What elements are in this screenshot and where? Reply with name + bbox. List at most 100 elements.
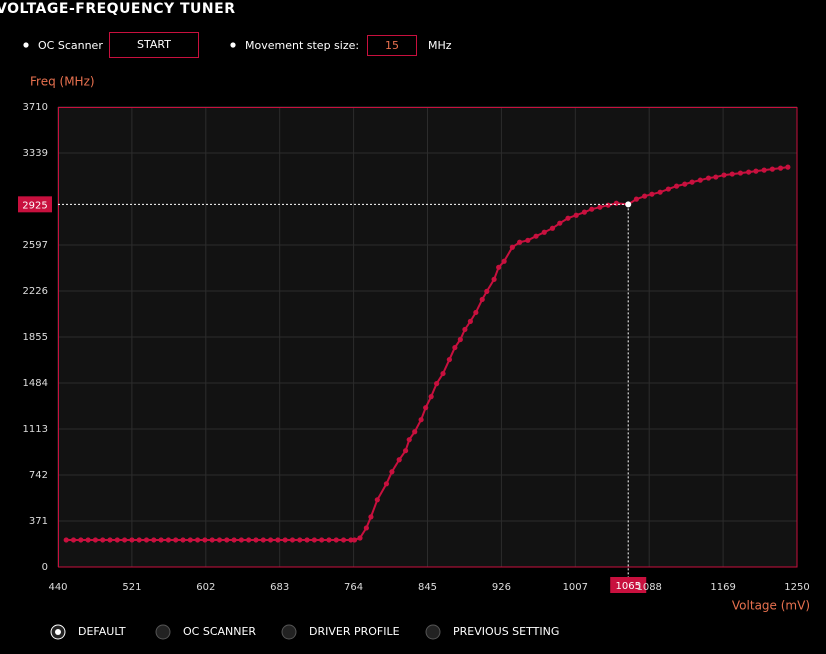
radio-label[interactable]: OC SCANNER — [183, 625, 256, 638]
curve-point — [107, 537, 113, 543]
selected-x-box — [610, 577, 647, 593]
y-tick-label: 1113 — [23, 424, 48, 435]
curve-point — [289, 537, 296, 543]
step-label: Movement step size: — [245, 39, 359, 52]
y-tick-label: 0 — [42, 562, 48, 573]
x-tick-label: 764 — [344, 582, 363, 593]
curve-point — [326, 537, 332, 543]
curve-point — [713, 174, 719, 180]
selected-x-label: 1065 — [615, 581, 640, 592]
curve-point — [697, 177, 703, 183]
y-tick-label: 3339 — [23, 148, 48, 159]
curve-point — [348, 537, 354, 543]
y-tick-label: 371 — [29, 516, 48, 527]
curve-point — [434, 381, 440, 387]
plot-border — [58, 107, 798, 568]
curve-point — [63, 537, 69, 543]
y-axis-label: Freq (MHz) — [30, 75, 95, 89]
curve-point — [209, 537, 215, 543]
y-tick-label: 2226 — [23, 286, 48, 297]
curve-point — [238, 537, 244, 543]
curve-point — [501, 258, 507, 264]
x-tick-label: 1169 — [710, 582, 735, 593]
curve-point — [418, 417, 424, 423]
curve-point — [351, 537, 358, 543]
curve-point — [253, 537, 259, 543]
step-value[interactable]: 15 — [385, 39, 399, 52]
curve-point — [446, 356, 452, 363]
curve-point — [746, 169, 752, 175]
curve-point — [187, 537, 193, 543]
curve-point — [216, 537, 223, 543]
curve-point — [705, 175, 712, 181]
curve-point — [557, 220, 563, 226]
curve-point — [467, 318, 473, 324]
curve-point — [260, 537, 266, 543]
curve-point — [509, 244, 515, 250]
curve-point — [613, 200, 619, 206]
radio-button[interactable] — [425, 624, 441, 640]
curve-point — [423, 405, 429, 411]
radio-label[interactable]: PREVIOUS SETTING — [453, 625, 559, 638]
x-tick-label: 1007 — [563, 582, 588, 593]
curve-point — [85, 537, 91, 543]
curve-point — [573, 212, 579, 218]
curve-point — [275, 537, 281, 543]
curve-point — [374, 497, 380, 503]
x-axis-label: Voltage (mV) — [732, 599, 810, 613]
curve-point — [753, 168, 759, 174]
curve-point — [333, 537, 339, 543]
curve-point — [769, 166, 775, 172]
curve-point — [92, 537, 99, 543]
curve-point — [151, 537, 157, 543]
y-tick-label: 2597 — [23, 240, 48, 251]
curve-point — [412, 429, 418, 435]
curve-point — [462, 326, 468, 333]
curve-point — [673, 183, 680, 189]
radio-button[interactable] — [155, 624, 171, 640]
curve-point — [605, 202, 611, 208]
curve-point — [396, 457, 402, 463]
bullet — [230, 42, 236, 48]
curve-point — [761, 167, 767, 173]
curve-point — [484, 288, 490, 294]
radio-button[interactable] — [281, 624, 297, 640]
curve-point — [231, 537, 237, 543]
radio-dot — [55, 629, 61, 635]
curve-point — [549, 225, 556, 231]
start-button[interactable] — [109, 32, 199, 58]
curve-point — [202, 537, 208, 543]
x-tick-label: 602 — [196, 582, 215, 593]
radio-label[interactable]: DEFAULT — [78, 625, 126, 638]
curve-point — [533, 233, 539, 239]
curve-point — [721, 172, 727, 178]
curve-point — [368, 514, 374, 520]
y-tick-label: 1484 — [23, 378, 48, 389]
curve-point — [282, 537, 288, 543]
curve-point — [78, 537, 84, 543]
bullet — [23, 42, 29, 48]
selected-y-box — [18, 196, 52, 213]
step-input[interactable] — [367, 35, 417, 56]
selected-y-label: 2925 — [22, 200, 47, 211]
curve-point — [777, 165, 784, 171]
curve-point — [440, 370, 446, 377]
curve-point — [340, 537, 347, 543]
x-tick-label: 683 — [270, 582, 289, 593]
radio-label[interactable]: DRIVER PROFILE — [309, 625, 400, 638]
selected-point — [625, 201, 632, 208]
curve-point — [597, 204, 603, 210]
curve-point — [165, 537, 171, 543]
curve-point — [581, 209, 588, 215]
curve-point — [525, 237, 531, 243]
curve-point — [180, 537, 186, 543]
x-tick-label: 1088 — [636, 582, 661, 593]
curve-point — [143, 537, 150, 543]
start-button-text[interactable]: START — [137, 38, 171, 51]
title: VOLTAGE-FREQUENCY TUNER — [0, 1, 235, 17]
curve-point — [565, 215, 571, 221]
curve-point — [297, 537, 303, 543]
curve-point — [246, 537, 252, 543]
curve-point — [158, 537, 164, 543]
curve-point — [129, 537, 135, 543]
